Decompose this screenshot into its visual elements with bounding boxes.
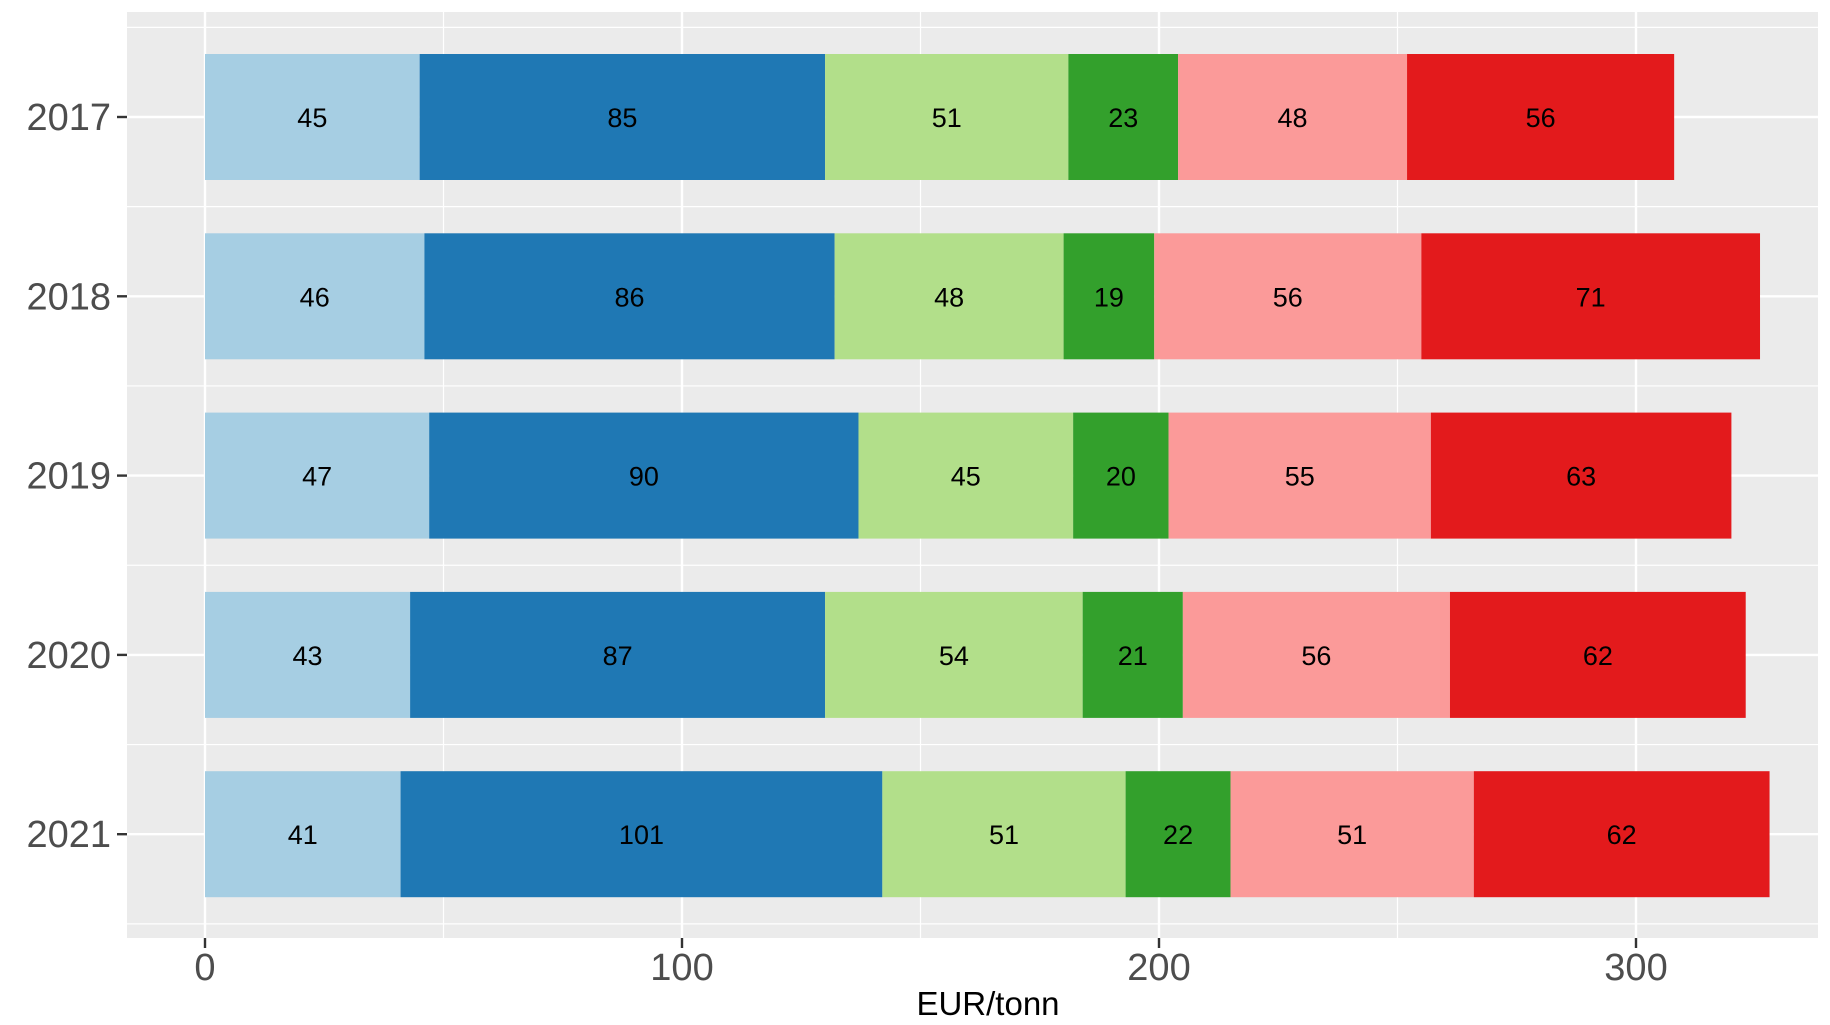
data-label-2020-2: 87 (603, 641, 633, 671)
data-label-2020-6: 62 (1583, 641, 1613, 671)
bar-segment-2018-6 (1421, 233, 1761, 360)
y-tick-label: 2021 (26, 814, 111, 856)
bar-segment-2020-1 (205, 591, 411, 718)
data-label-2019-4: 20 (1106, 462, 1136, 492)
data-label-2017-2: 85 (607, 103, 637, 133)
bar-segment-2017-2 (419, 54, 826, 180)
data-label-2017-4: 23 (1108, 103, 1138, 133)
bar-segment-2020-4 (1082, 591, 1183, 718)
y-tick-label: 2017 (26, 97, 111, 139)
bar-segment-2019-5 (1168, 412, 1431, 539)
bar-segment-2017-5 (1178, 54, 1408, 180)
bar-segment-2017-3 (825, 54, 1069, 180)
y-tick-label: 2020 (26, 635, 111, 677)
bar-segment-2021-2 (400, 771, 883, 898)
bar-segment-2021-4 (1125, 771, 1231, 898)
data-label-2017-1: 45 (297, 103, 327, 133)
bar-segment-2018-5 (1154, 233, 1422, 360)
bar-segment-2021-6 (1473, 771, 1770, 898)
bar-segment-2019-6 (1430, 412, 1732, 539)
x-axis: 0 100 200 300 (194, 938, 1668, 989)
data-label-2020-1: 43 (293, 641, 323, 671)
data-label-2017-6: 56 (1526, 103, 1556, 133)
data-label-2018-3: 48 (934, 282, 964, 312)
x-tick-label: 200 (1127, 947, 1190, 989)
data-label-2019-6: 63 (1566, 462, 1596, 492)
data-label-2019-3: 45 (951, 462, 981, 492)
bar-segment-2020-2 (410, 591, 826, 718)
bar-segment-2018-1 (205, 233, 425, 360)
data-label-2017-5: 48 (1278, 103, 1308, 133)
bar-segment-2017-4 (1068, 54, 1179, 180)
data-label-2018-2: 86 (615, 282, 645, 312)
data-label-2020-3: 54 (939, 641, 969, 671)
bar-segment-2019-1 (205, 412, 430, 539)
data-label-2021-1: 41 (288, 820, 318, 850)
bar-segment-2019-4 (1073, 412, 1169, 539)
data-label-2019-2: 90 (629, 462, 659, 492)
bar-segment-2020-6 (1449, 591, 1746, 718)
y-axis: 2017 2018 2019 2020 2021 (26, 97, 127, 856)
bar-segment-2018-3 (834, 233, 1064, 360)
bar-segment-2021-5 (1230, 771, 1474, 898)
data-label-2018-6: 71 (1576, 282, 1606, 312)
x-tick-label: 300 (1604, 947, 1667, 989)
data-label-2021-2: 101 (619, 820, 664, 850)
x-tick-label: 0 (194, 947, 215, 989)
data-label-2021-4: 22 (1163, 820, 1193, 850)
data-label-2017-3: 51 (932, 103, 962, 133)
y-tick-label: 2019 (26, 456, 111, 498)
data-label-2021-6: 62 (1607, 820, 1637, 850)
data-label-2020-5: 56 (1301, 641, 1331, 671)
data-label-2018-5: 56 (1273, 282, 1303, 312)
data-label-2021-5: 51 (1337, 820, 1367, 850)
bar-segment-2019-3 (858, 412, 1074, 539)
bar-segment-2020-3 (825, 591, 1083, 718)
bars-layer (205, 54, 1770, 898)
bar-segment-2017-6 (1407, 54, 1675, 180)
bar-segment-2019-2 (429, 412, 859, 539)
data-label-2019-5: 55 (1285, 462, 1315, 492)
bar-segment-2021-1 (205, 771, 401, 898)
data-labels-layer: 45 85 51 23 48 56 46 86 48 19 56 71 47 90 45 20 55 63 43 87… (288, 103, 1637, 850)
bar-segment-2017-1 (205, 54, 420, 180)
x-tick-label: 100 (650, 947, 713, 989)
bar-segment-2018-4 (1063, 233, 1155, 360)
data-label-2020-4: 21 (1118, 641, 1148, 671)
x-axis-title: EUR/tonn (916, 985, 1059, 1022)
data-label-2018-4: 19 (1094, 282, 1124, 312)
data-label-2019-1: 47 (302, 462, 332, 492)
bar-segment-2021-3 (882, 771, 1126, 898)
data-label-2021-3: 51 (989, 820, 1019, 850)
bar-segment-2018-2 (424, 233, 835, 360)
bar-segment-2020-5 (1182, 591, 1450, 718)
y-tick-label: 2018 (26, 276, 111, 318)
data-label-2018-1: 46 (300, 282, 330, 312)
